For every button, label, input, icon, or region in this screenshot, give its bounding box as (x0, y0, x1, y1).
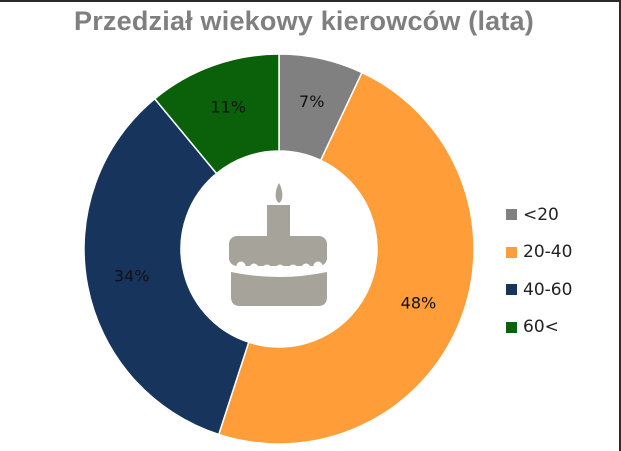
legend-swatch (506, 284, 517, 296)
slice-value-label: 11% (210, 97, 246, 116)
slice-value-label: 48% (401, 294, 437, 313)
legend-item: 20-40 (506, 234, 572, 272)
frame-top-border (0, 0, 621, 2)
legend-label: 40-60 (523, 279, 573, 300)
legend-swatch (506, 321, 517, 333)
legend-swatch (506, 209, 517, 221)
donut-slice (217, 71, 475, 445)
donut-slice (153, 53, 280, 175)
legend-item: <20 (506, 196, 572, 234)
chart-title: Przedział wiekowy kierowców (lata) (74, 6, 534, 36)
slice-value-label: 7% (299, 92, 324, 111)
legend-label: 20-40 (523, 242, 573, 263)
legend-label: <20 (523, 204, 559, 225)
legend-item: 60< (506, 309, 572, 347)
donut-slice (83, 97, 250, 436)
chart-legend: <20 20-40 40-60 60< (506, 196, 572, 346)
frame-right-border (619, 0, 621, 451)
birthday-cake-icon (229, 183, 327, 306)
legend-label: 60< (523, 317, 559, 338)
legend-item: 40-60 (506, 271, 572, 309)
legend-swatch (506, 246, 517, 258)
slice-value-label: 34% (114, 267, 150, 286)
